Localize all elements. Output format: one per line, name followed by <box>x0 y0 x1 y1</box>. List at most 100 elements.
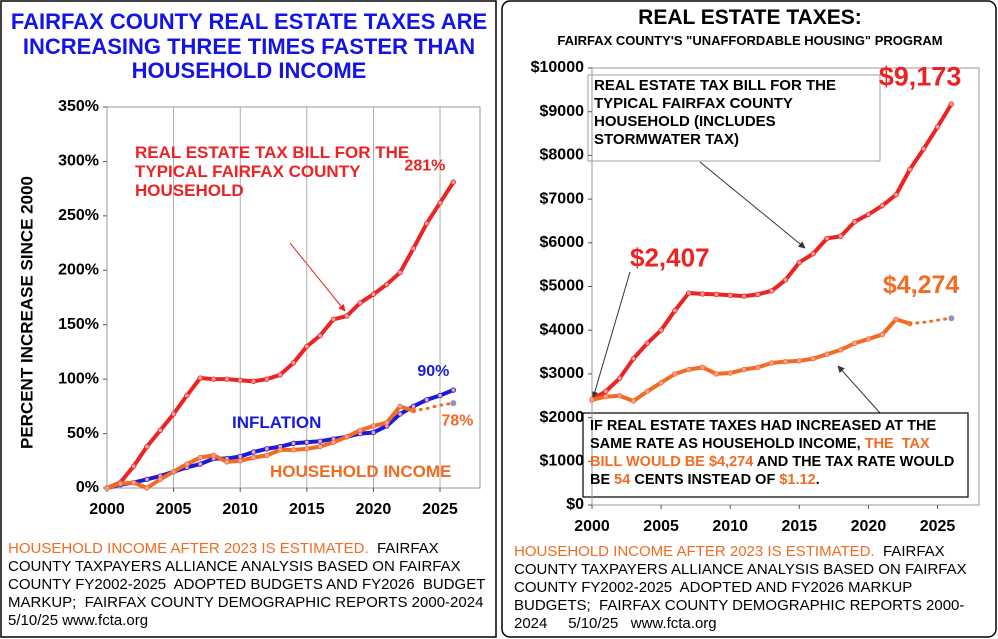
y-tick-label: 150% <box>58 316 99 333</box>
data-point <box>824 351 830 357</box>
data-point <box>879 202 885 209</box>
data-label: 281% <box>404 157 445 174</box>
data-point <box>237 453 243 460</box>
y-tick-label: 250% <box>58 207 99 224</box>
data-point <box>344 313 350 319</box>
data-point <box>357 300 363 306</box>
data-point <box>921 146 927 152</box>
annotation: REAL ESTATE TAX BILL FOR THE TYPICAL FAI… <box>594 77 836 148</box>
text-segment: HOUSEHOLD INCOME AFTER 2023 IS ESTIMATED… <box>8 540 369 557</box>
data-point <box>277 447 283 453</box>
data-point <box>644 340 650 347</box>
series-line <box>908 316 953 326</box>
data-point <box>630 355 637 362</box>
data-label: $9,173 <box>879 61 962 91</box>
data-point <box>851 340 858 347</box>
y-tick-label: 100% <box>58 370 99 387</box>
data-point <box>437 392 443 399</box>
y-tick-label: $3000 <box>540 365 585 382</box>
y-tick-label: 50% <box>67 425 99 442</box>
x-tick-label: 2000 <box>574 518 610 535</box>
y-tick-label: $2000 <box>540 409 585 426</box>
text-segment: $1.12 <box>779 472 816 489</box>
chart-title: REAL ESTATE TAXES: <box>638 6 862 29</box>
series-label: HOUSEHOLD INCOME <box>270 462 452 481</box>
arrow <box>591 271 631 399</box>
data-point <box>424 220 430 227</box>
data-point <box>370 423 377 429</box>
data-point <box>603 393 609 400</box>
x-tick-label: 2015 <box>782 518 818 535</box>
data-point <box>768 360 775 366</box>
y-tick-label: 200% <box>58 262 99 279</box>
series-label: INFLATION <box>232 413 322 432</box>
data-point <box>450 387 457 393</box>
y-tick-label: $1000 <box>540 453 585 470</box>
data-point <box>658 327 664 333</box>
data-label: 90% <box>417 363 449 380</box>
y-tick-label: $9000 <box>540 103 585 120</box>
data-label: $4,274 <box>883 271 960 299</box>
text-segment: . <box>815 472 820 489</box>
data-point <box>616 393 623 399</box>
data-point <box>330 316 337 322</box>
y-tick-label: 0% <box>76 479 99 496</box>
footnote: HOUSEHOLD INCOME AFTER 2023 IS ESTIMATED… <box>8 540 490 630</box>
data-point <box>237 377 243 383</box>
text-segment: IF REAL ESTATE TAXES HAD INCREASED AT TH… <box>590 418 941 453</box>
data-point <box>397 269 403 276</box>
y-tick-label: $5000 <box>540 278 585 295</box>
data-point <box>727 292 733 298</box>
data-point <box>699 291 706 297</box>
y-tick-label: $0 <box>566 496 584 513</box>
text-segment: HOUSEHOLD INCOME AFTER 2023 IS ESTIMATED… <box>514 543 875 560</box>
data-point <box>104 485 110 491</box>
x-tick-label: 2020 <box>356 501 392 518</box>
data-point <box>264 452 270 459</box>
data-point <box>768 288 775 294</box>
data-point <box>782 277 789 283</box>
data-point <box>934 124 941 130</box>
data-point <box>893 192 899 198</box>
y-tick-label: $4000 <box>540 321 585 338</box>
x-tick-label: 2010 <box>222 501 258 518</box>
x-tick-label: 2025 <box>920 518 956 535</box>
annotation: IF REAL ESTATE TAXES HAD INCREASED AT TH… <box>590 417 965 490</box>
x-tick-label: 2005 <box>156 501 192 518</box>
series-line <box>105 180 456 490</box>
data-point <box>250 454 257 461</box>
data-point <box>810 355 816 362</box>
data-point <box>630 398 637 404</box>
data-point <box>603 388 609 395</box>
text-segment: FAIRFAX COUNTY TAXPAYERS ALLIANCE ANALYS… <box>8 540 501 629</box>
data-point <box>796 259 803 266</box>
data-point <box>699 364 706 371</box>
data-point <box>397 403 403 410</box>
data-point <box>304 446 310 452</box>
data-point <box>370 429 377 436</box>
data-point <box>672 371 678 377</box>
y-tick-label: 300% <box>58 153 99 170</box>
data-point <box>330 439 337 445</box>
y-tick-label: $10000 <box>531 59 584 76</box>
text-segment: CENTS INSTEAD OF <box>630 472 780 489</box>
data-point <box>277 372 283 378</box>
data-point <box>197 461 203 467</box>
data-point <box>893 316 899 322</box>
data-point <box>686 290 692 296</box>
data-point <box>370 291 377 297</box>
data-point <box>250 378 257 385</box>
y-axis-label: PERCENT INCREASE SINCE 2000 <box>17 176 36 449</box>
data-point <box>290 447 297 453</box>
text-segment: FAIRFAX COUNTY TAXPAYERS ALLIANCE ANALYS… <box>514 543 971 632</box>
data-point <box>224 459 230 465</box>
data-point <box>810 251 816 257</box>
data-point <box>384 419 390 426</box>
x-tick-label: 2000 <box>89 501 125 518</box>
data-point <box>450 179 457 185</box>
data-point <box>170 411 177 417</box>
data-point <box>424 397 430 403</box>
data-point <box>144 476 150 482</box>
data-point <box>782 358 789 365</box>
